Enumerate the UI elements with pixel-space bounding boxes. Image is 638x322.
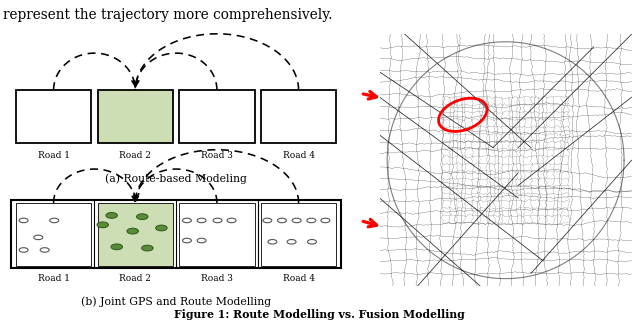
Circle shape (197, 218, 206, 223)
Text: Road 3: Road 3 (201, 274, 233, 283)
Circle shape (19, 218, 28, 223)
Circle shape (111, 244, 122, 250)
Circle shape (137, 214, 148, 220)
Bar (261, 203, 336, 266)
Circle shape (127, 228, 138, 234)
Circle shape (34, 235, 43, 240)
Circle shape (307, 218, 316, 223)
Circle shape (40, 248, 49, 252)
Bar (261, 90, 336, 143)
Bar (16, 203, 91, 266)
Text: represent the trajectory more comprehensively.: represent the trajectory more comprehens… (3, 8, 332, 22)
Text: (a) Route-based Modeling: (a) Route-based Modeling (105, 174, 247, 185)
Circle shape (182, 218, 191, 223)
Circle shape (19, 248, 28, 252)
Circle shape (227, 218, 236, 223)
Text: Road 2: Road 2 (119, 274, 151, 283)
Text: Road 3: Road 3 (201, 151, 233, 160)
Circle shape (321, 218, 330, 223)
Bar (98, 90, 173, 143)
Circle shape (142, 245, 153, 251)
Circle shape (182, 238, 191, 243)
Bar (179, 90, 255, 143)
Text: Road 4: Road 4 (283, 151, 315, 160)
Circle shape (287, 240, 296, 244)
Circle shape (197, 238, 206, 243)
Text: Road 1: Road 1 (38, 274, 70, 283)
Circle shape (106, 213, 117, 218)
Circle shape (308, 240, 316, 244)
Text: Road 1: Road 1 (38, 151, 70, 160)
Circle shape (292, 218, 301, 223)
Circle shape (278, 218, 286, 223)
Circle shape (97, 222, 108, 228)
Bar (179, 203, 255, 266)
Text: Road 2: Road 2 (119, 151, 151, 160)
Bar (16, 90, 91, 143)
Bar (11, 200, 341, 268)
Circle shape (213, 218, 222, 223)
Text: Road 4: Road 4 (283, 274, 315, 283)
Bar (98, 203, 173, 266)
Circle shape (156, 225, 167, 231)
Circle shape (50, 218, 59, 223)
Circle shape (263, 218, 272, 223)
Circle shape (268, 240, 277, 244)
Text: Figure 1: Route Modelling vs. Fusion Modelling: Figure 1: Route Modelling vs. Fusion Mod… (174, 309, 464, 320)
Text: (b) Joint GPS and Route Modelling: (b) Joint GPS and Route Modelling (81, 296, 271, 307)
